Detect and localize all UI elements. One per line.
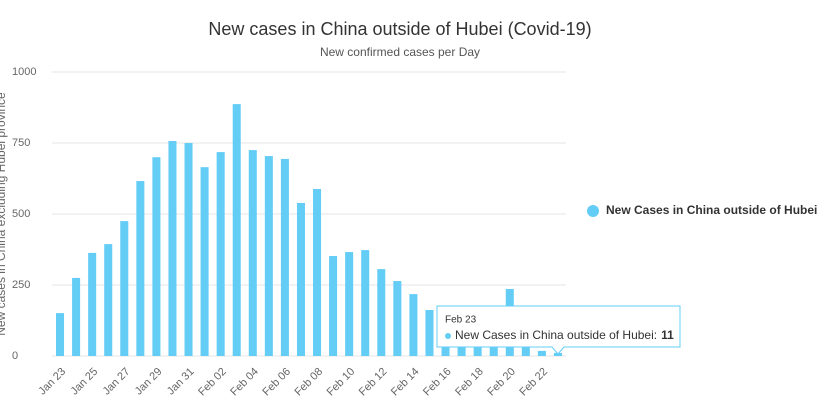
tooltip-marker (445, 333, 451, 339)
bar (248, 150, 257, 356)
y-tick-label: 500 (12, 208, 30, 220)
chart-title: New cases in China outside of Hubei (Cov… (208, 19, 591, 39)
x-tick-label: Feb 08 (293, 366, 326, 399)
bar (280, 158, 289, 356)
tooltip: Feb 23 New Cases in China outside of Hube… (436, 305, 681, 355)
bar (136, 181, 145, 356)
bar (264, 156, 273, 356)
legend-label: New Cases in China outside of Hubei (606, 203, 817, 217)
x-tick-label: Feb 02 (196, 366, 229, 399)
bar (184, 143, 193, 356)
bar (152, 157, 161, 356)
y-axis-label: New cases in China excluding Hubei provi… (0, 92, 8, 336)
bar (537, 350, 546, 356)
x-tick-label: Jan 27 (101, 366, 133, 398)
x-tick-label: Feb 04 (228, 366, 261, 399)
x-tick-label: Feb 14 (389, 366, 422, 399)
x-tick-label: Feb 12 (357, 366, 390, 399)
bar (56, 313, 65, 356)
y-tick-label: 250 (12, 279, 30, 291)
bar (88, 252, 97, 356)
bar (200, 167, 209, 356)
bar (313, 189, 322, 356)
bar (329, 256, 338, 356)
tooltip-text: New Cases in China outside of Hubei: 11 (455, 328, 674, 342)
bar (296, 202, 305, 356)
bar (72, 277, 81, 356)
legend-marker (587, 205, 599, 217)
x-tick-label: Feb 06 (260, 366, 293, 399)
tooltip-value: 11 (661, 328, 674, 342)
bar (104, 244, 113, 356)
x-tick-label: Jan 31 (165, 366, 197, 398)
bar (393, 281, 402, 356)
x-tick-label: Feb 10 (325, 366, 358, 399)
y-tick-label: 1000 (12, 66, 36, 78)
bar (120, 221, 129, 356)
bar (216, 152, 225, 356)
bar (361, 250, 370, 356)
bar (377, 269, 386, 356)
chart-subtitle: New confirmed cases per Day (320, 45, 480, 59)
bar (345, 252, 354, 356)
x-tick-label: Feb 16 (421, 366, 454, 399)
tooltip-title: Feb 23 (445, 315, 477, 326)
bar (232, 104, 241, 356)
y-tick-label: 750 (12, 137, 30, 149)
tooltip-box (436, 305, 681, 355)
bar (409, 294, 418, 356)
tooltip-label: New Cases in China outside of Hubei: (455, 328, 657, 342)
x-tick-label: Jan 23 (36, 366, 68, 398)
x-tick-label: Jan 25 (68, 366, 100, 398)
bar (489, 340, 498, 356)
bar (425, 309, 434, 356)
x-tick-label: Jan 29 (133, 366, 165, 398)
bar (168, 141, 177, 356)
y-tick-label: 0 (12, 350, 18, 362)
x-tick-label: Feb 18 (453, 366, 486, 399)
x-tick-label: Feb 20 (485, 366, 518, 399)
x-tick-label: Feb 22 (517, 366, 550, 399)
bar (521, 347, 530, 356)
